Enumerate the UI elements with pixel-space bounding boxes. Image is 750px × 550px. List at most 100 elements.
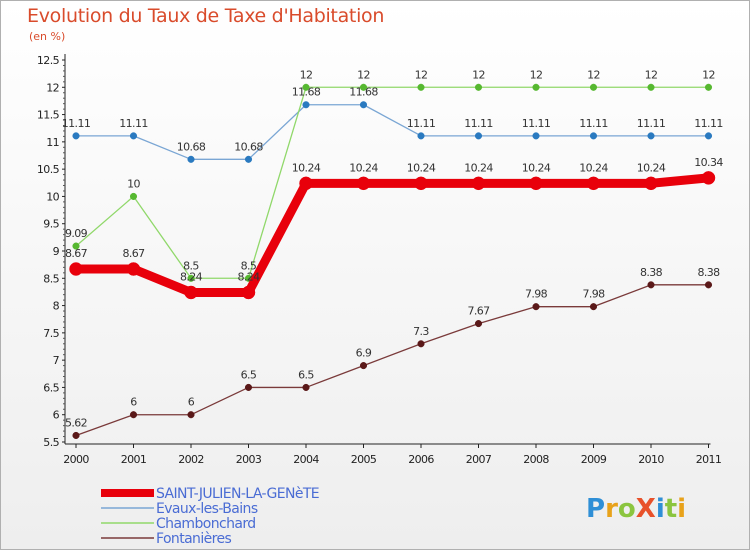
data-label: 7.98 [525, 288, 548, 301]
data-label: 11.68 [292, 86, 321, 99]
y-tick-label: 10 [46, 190, 59, 203]
data-point [244, 383, 253, 391]
data-point [589, 303, 598, 311]
data-label: 8.38 [697, 266, 720, 279]
data-point [302, 383, 310, 391]
data-point [589, 83, 598, 91]
series-3 [72, 281, 713, 440]
legend-label: SAINT-JULIEN-LA-GENèTE [156, 486, 319, 502]
data-point [532, 132, 540, 140]
data-label: 12 [645, 68, 658, 81]
data-label: 8.67 [65, 247, 88, 260]
data-point [644, 176, 658, 191]
data-label: 10.24 [579, 161, 608, 174]
data-point [532, 83, 540, 91]
data-point [72, 242, 80, 250]
x-tick-label: 2011 [696, 453, 722, 466]
legend-label: Evaux-les-Bains [156, 501, 258, 517]
data-point [704, 132, 713, 140]
data-point [704, 83, 713, 91]
y-tick-label: 11 [46, 136, 59, 149]
data-label: 12 [472, 68, 485, 81]
data-point [187, 274, 195, 282]
data-point [184, 285, 198, 300]
data-point [532, 303, 540, 311]
legend-label: Chambonchard [156, 516, 256, 532]
data-label: 5.62 [65, 416, 87, 429]
y-tick-label: 11.5 [37, 109, 60, 122]
data-label: 11.11 [522, 117, 551, 130]
data-label: 11.11 [119, 117, 148, 130]
x-tick-label: 2008 [523, 453, 549, 466]
data-label: 11.11 [579, 117, 608, 130]
data-label: 11.11 [407, 117, 436, 130]
data-point [589, 132, 598, 140]
data-label: 7.3 [413, 325, 429, 338]
data-point [129, 192, 138, 200]
data-point [187, 155, 195, 163]
x-tick-label: 2002 [178, 453, 204, 466]
data-point [417, 340, 425, 348]
data-point [417, 132, 425, 140]
chart-title: Evolution du Taux de Taxe d'Habitation [27, 5, 385, 27]
data-label: 6.9 [356, 347, 372, 360]
series-line [76, 104, 709, 160]
data-label: 11.11 [464, 117, 493, 130]
data-point [129, 132, 138, 140]
data-point [187, 411, 195, 419]
data-point [72, 132, 80, 140]
data-point [72, 431, 80, 440]
data-label: 11.11 [694, 117, 723, 130]
series-1 [72, 101, 713, 163]
data-label: 11.68 [349, 86, 378, 99]
x-tick-label: 2003 [236, 453, 262, 466]
data-label: 8.24 [237, 270, 260, 283]
data-point [701, 171, 716, 185]
y-tick-label: 10.5 [37, 163, 60, 176]
data-label: 12 [702, 68, 715, 81]
y-tick-label: 9.5 [43, 218, 59, 231]
data-label: 7.67 [467, 305, 490, 318]
data-label: 10.24 [349, 161, 378, 174]
data-label: 12 [415, 68, 428, 81]
data-label: 6 [188, 396, 195, 409]
data-label: 8.5 [183, 259, 199, 272]
data-point [356, 176, 371, 191]
data-label: 10.24 [522, 161, 551, 174]
data-point [529, 176, 543, 191]
y-tick-label: 7 [53, 354, 60, 367]
x-tick-label: 2007 [466, 453, 492, 466]
series-line [75, 284, 709, 437]
y-tick-label: 12 [46, 81, 59, 94]
data-label: 8.67 [122, 247, 145, 260]
series-2 [72, 83, 713, 282]
data-point [417, 83, 425, 91]
x-tick-label: 2005 [351, 453, 377, 466]
data-label: 12 [300, 68, 313, 81]
x-tick-label: 2001 [121, 453, 147, 466]
data-label: 12 [587, 68, 600, 81]
data-point [69, 262, 83, 276]
series-line [76, 173, 709, 297]
data-point [302, 101, 310, 109]
data-label: 11.11 [637, 117, 666, 130]
data-point [129, 411, 138, 419]
data-point [474, 132, 483, 140]
data-point [647, 281, 655, 289]
data-point [302, 83, 310, 91]
y-tick-label: 9 [53, 245, 60, 258]
chart-subtitle: (en %) [29, 30, 66, 43]
data-label: 10.24 [407, 161, 436, 174]
data-point [471, 176, 486, 191]
data-label: 6 [130, 396, 137, 409]
data-point [299, 176, 313, 191]
series-line [75, 86, 709, 279]
data-label: 7.98 [582, 288, 605, 301]
data-point [474, 83, 483, 91]
x-tick-label: 2004 [293, 453, 319, 466]
data-label: 6.5 [298, 368, 314, 381]
data-point [704, 281, 713, 289]
data-point [359, 362, 368, 370]
y-tick-label: 6.5 [43, 381, 59, 394]
data-point [474, 320, 483, 328]
